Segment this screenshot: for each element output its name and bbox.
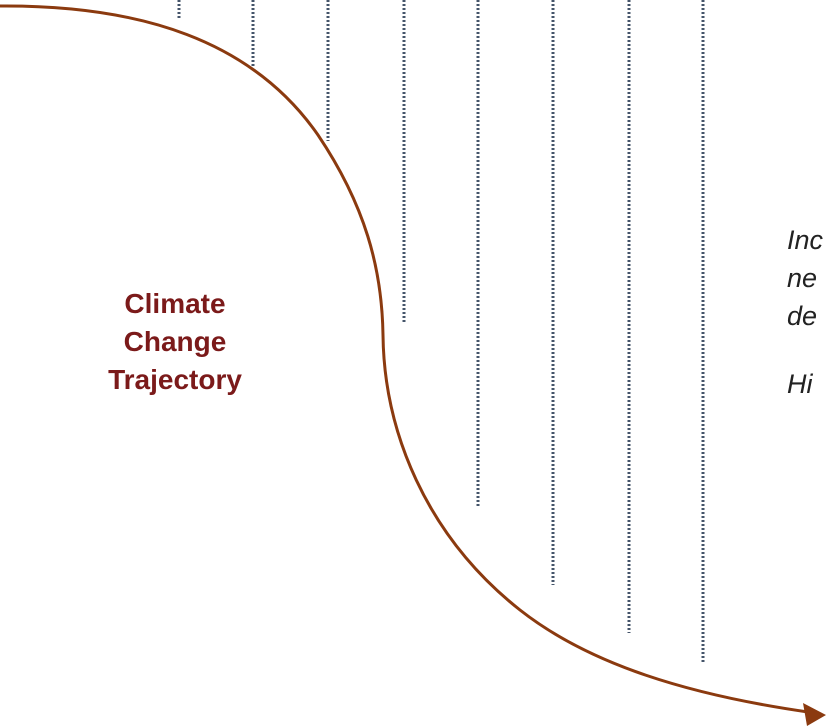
side-text-line-1: Inc	[787, 225, 824, 255]
side-text-line-3: de	[787, 301, 818, 331]
trajectory-label-line-1: Climate	[124, 288, 226, 319]
trajectory-label-line-2: Change	[123, 326, 227, 357]
side-text-line-4: Hi	[787, 369, 813, 399]
arrowhead-right-icon	[803, 703, 826, 726]
side-text-line-2: ne	[787, 263, 818, 293]
trajectory-label: Climate Change Trajectory	[90, 285, 260, 399]
dotted-lines	[177, 0, 705, 663]
trajectory-label-line-3: Trajectory	[108, 364, 242, 395]
trajectory-curve	[0, 4, 809, 714]
